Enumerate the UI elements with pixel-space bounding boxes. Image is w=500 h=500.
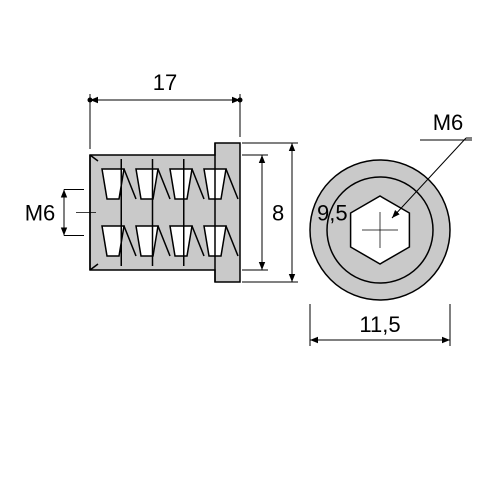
side-view	[76, 143, 240, 282]
dim-flange-diam: 11,5	[359, 312, 400, 337]
dim-head-diam: 9,5	[317, 201, 348, 226]
dim-length: 17	[153, 70, 177, 95]
dim-hex-callout: M6	[433, 110, 464, 135]
dim-inner-diam: 8	[272, 201, 284, 226]
front-view	[310, 160, 450, 300]
dim-thread-left: M6	[25, 201, 56, 226]
insert-body	[90, 143, 240, 282]
